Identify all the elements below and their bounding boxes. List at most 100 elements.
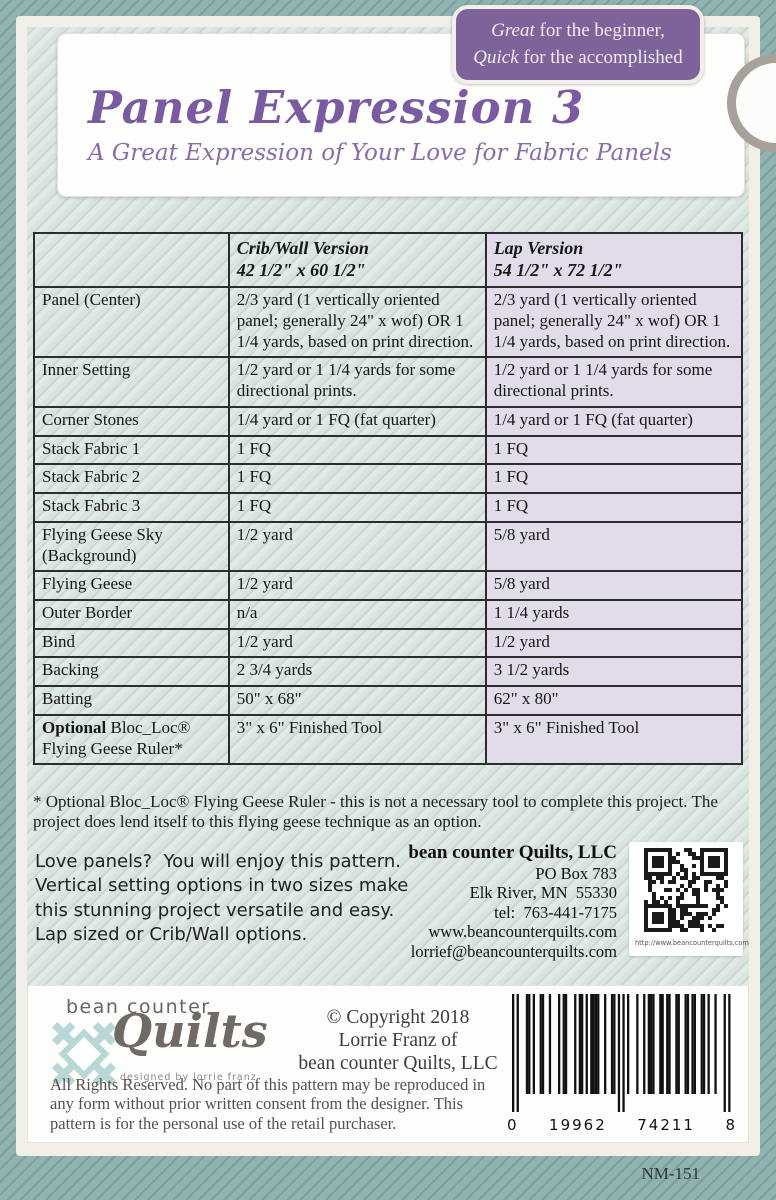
barcode-group1: 19962 xyxy=(549,1116,607,1134)
crib-value-cell: 1 FQ xyxy=(227,434,487,466)
crib-value-cell: 50" x 68" xyxy=(227,685,487,716)
qr-caption: http://www.beancounterquilts.com xyxy=(635,939,749,947)
header-crib-wall: Crib/Wall Version 42 1/2" x 60 1/2" xyxy=(227,231,487,289)
row-label: Batting xyxy=(33,685,230,716)
table-row: Stack Fabric 1 1 FQ 1 FQ xyxy=(33,434,744,466)
column-size: 42 1/2" x 60 1/2" xyxy=(236,259,366,280)
barcode-digits: 0 19962 74211 8 xyxy=(506,1116,738,1134)
corner-banner: Great for the beginner, Quick for the ac… xyxy=(452,5,704,84)
table-row: Stack Fabric 3 1 FQ 1 FQ xyxy=(33,492,744,523)
row-label: Inner Setting xyxy=(33,356,230,408)
header-lap: Lap Version 54 1/2" x 72 1/2" xyxy=(484,231,744,289)
crib-value-cell: 2/3 yard (1 vertically oriented panel; g… xyxy=(227,286,487,359)
copyright-line: bean counter Quilts, LLC xyxy=(298,1053,498,1074)
fabric-requirements-table: Crib/Wall Version 42 1/2" x 60 1/2" Lap … xyxy=(33,231,744,766)
rights-statement: All Rights Reserved. No part of this pat… xyxy=(50,1074,486,1134)
publisher-phone: tel: 763-441-7175 xyxy=(494,902,617,922)
table-row: Optional Bloc_Loc® Flying Geese Ruler* 3… xyxy=(33,713,744,766)
page-subtitle: A Great Expression of Your Love for Fabr… xyxy=(88,140,672,167)
row-label: Panel (Center) xyxy=(33,286,230,359)
publisher-website: www.beancounterquilts.com xyxy=(428,922,617,942)
table-row: Backing 2 3/4 yards 3 1/2 yards xyxy=(33,656,744,688)
row-label: Flying Geese xyxy=(33,570,230,601)
lap-value-cell: 2/3 yard (1 vertically oriented panel; g… xyxy=(484,286,744,359)
marketing-blurb: Love panels? You will enjoy this pattern… xyxy=(35,851,415,945)
row-label: Corner Stones xyxy=(33,405,230,437)
copyright-line: Lorrie Franz of xyxy=(338,1030,458,1051)
lap-value-cell: 5/8 yard xyxy=(484,570,744,601)
row-label: Stack Fabric 3 xyxy=(33,492,230,523)
info-row: Love panels? You will enjoy this pattern… xyxy=(35,842,749,982)
row-label: Flying Geese Sky (Background) xyxy=(33,520,230,573)
page-title: Panel Expression 3 xyxy=(88,81,585,134)
lap-value-cell: 1 FQ xyxy=(484,463,744,495)
lap-value-cell: 1/2 yard xyxy=(484,627,744,659)
barcode-check-digit: 8 xyxy=(725,1116,737,1134)
lap-value-cell: 3" x 6" Finished Tool xyxy=(484,713,744,766)
copyright-block: © Copyright 2018 Lorrie Franz of bean co… xyxy=(272,1006,524,1075)
crib-value-cell: 1/2 yard xyxy=(227,570,487,601)
table-row: Bind 1/2 yard 1/2 yard xyxy=(33,627,744,659)
lap-value-cell: 1 1/4 yards xyxy=(484,599,744,630)
publisher-address-line: PO Box 783 xyxy=(535,863,617,883)
content-area: Panel Expression 3 A Great Expression of… xyxy=(27,27,749,1143)
lap-value-cell: 1 FQ xyxy=(484,492,744,523)
table-row: Outer Border n/a 1 1/4 yards xyxy=(33,599,744,630)
footer-card: bean counter Quilts designed by lorrie f… xyxy=(27,985,749,1143)
upc-barcode: 0 19962 74211 8 xyxy=(506,994,738,1136)
lap-value-cell: 3 1/2 yards xyxy=(484,656,744,688)
row-label: Backing xyxy=(33,656,230,688)
column-size: 54 1/2" x 72 1/2" xyxy=(493,259,623,280)
lap-value-cell: 62" x 80" xyxy=(484,685,744,716)
publisher-address-line: Elk River, MN 55330 xyxy=(469,883,617,903)
row-label: Optional Bloc_Loc® Flying Geese Ruler* xyxy=(33,713,230,766)
logo-tagline: designed by lorrie franz xyxy=(120,1072,257,1083)
table-row: Panel (Center) 2/3 yard (1 vertically or… xyxy=(33,286,744,359)
publisher-email: lorrief@beancounterquilts.com xyxy=(410,941,617,961)
table-footnote: * Optional Bloc_Loc® Flying Geese Ruler … xyxy=(33,792,718,832)
lap-value-cell: 1/4 yard or 1 FQ (fat quarter) xyxy=(484,405,744,437)
crib-value-cell: 1 FQ xyxy=(227,463,487,495)
crib-value-cell: 1/2 yard or 1 1/4 yards for some directi… xyxy=(227,356,487,408)
barcode-group2: 74211 xyxy=(637,1116,695,1134)
banner-line: Great for the beginner, xyxy=(491,19,665,41)
copyright-line: © Copyright 2018 xyxy=(326,1007,470,1028)
table-row: Stack Fabric 2 1 FQ 1 FQ xyxy=(33,463,744,495)
crib-value-cell: 3" x 6" Finished Tool xyxy=(227,713,487,766)
row-label: Stack Fabric 2 xyxy=(33,463,230,495)
lap-value-cell: 1 FQ xyxy=(484,434,744,466)
logo-wordmark-top: bean counter xyxy=(66,996,211,1018)
crib-value-cell: 2 3/4 yards xyxy=(227,656,487,688)
row-label: Stack Fabric 1 xyxy=(33,434,230,466)
crib-value-cell: n/a xyxy=(227,599,487,630)
barcode-bars-icon xyxy=(512,994,731,1112)
crib-value-cell: 1/2 yard xyxy=(227,520,487,573)
column-title: Lap Version xyxy=(493,238,584,258)
table-row: Inner Setting 1/2 yard or 1 1/4 yards fo… xyxy=(33,356,744,408)
crib-value-cell: 1/4 yard or 1 FQ (fat quarter) xyxy=(227,405,487,437)
logo-wordmark-script: Quilts xyxy=(112,1004,268,1058)
table-header-row: Crib/Wall Version 42 1/2" x 60 1/2" Lap … xyxy=(33,231,744,289)
lap-value-cell: 1/2 yard or 1 1/4 yards for some directi… xyxy=(484,356,744,408)
crib-value-cell: 1/2 yard xyxy=(227,627,487,659)
quilt-block-icon xyxy=(52,1022,116,1086)
lap-value-cell: 5/8 yard xyxy=(484,520,744,573)
publisher-contact: bean counter Quilts, LLC PO Box 783 Elk … xyxy=(379,842,617,961)
column-title: Crib/Wall Version xyxy=(236,238,369,258)
header-empty-cell xyxy=(33,231,230,289)
banner-line: Quick for the accomplished xyxy=(473,46,683,68)
table-row: Batting 50" x 68" 62" x 80" xyxy=(33,685,744,716)
row-label: Outer Border xyxy=(33,599,230,630)
publisher-name: bean counter Quilts, LLC xyxy=(408,842,617,863)
crib-value-cell: 1 FQ xyxy=(227,492,487,523)
table-row: Flying Geese 1/2 yard 5/8 yard xyxy=(33,570,744,601)
row-label: Bind xyxy=(33,627,230,659)
qr-card: http://www.beancounterquilts.com xyxy=(629,842,749,956)
barcode-lead-digit: 0 xyxy=(507,1116,519,1134)
item-number: NM-151 xyxy=(641,1164,700,1183)
table-row: Corner Stones 1/4 yard or 1 FQ (fat quar… xyxy=(33,405,744,437)
brand-logo: bean counter Quilts designed by lorrie f… xyxy=(50,996,290,1096)
table-row: Flying Geese Sky (Background) 1/2 yard 5… xyxy=(33,520,744,573)
qr-code-icon xyxy=(644,848,728,932)
